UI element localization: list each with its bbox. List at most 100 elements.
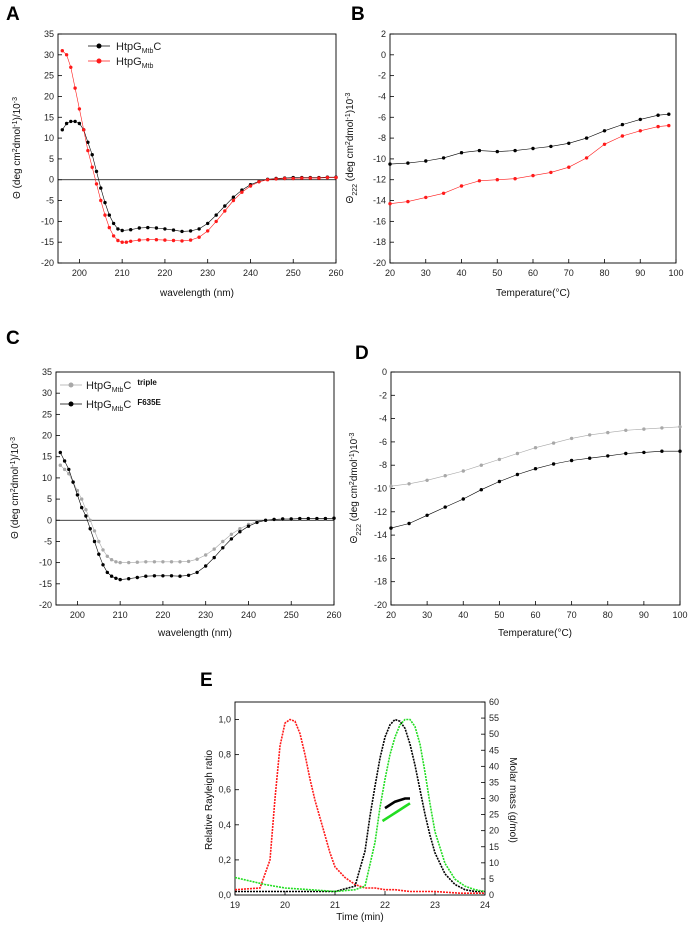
panel-e-y-right-tick-label: 30 — [489, 794, 499, 804]
panel-b-data-point — [424, 159, 428, 163]
panel-d-data-point — [678, 449, 682, 453]
panel-c-data-point — [204, 553, 208, 557]
panel-c-x-tick-label: 250 — [284, 610, 299, 620]
panel-a-data-point — [146, 225, 150, 230]
panel-a-y-tick-label: 10 — [44, 133, 54, 143]
panel-c-data-point — [127, 577, 131, 581]
panel-a-x-tick-label: 200 — [72, 268, 87, 278]
panel-c-data-point — [58, 463, 62, 467]
panel-c-data-point — [75, 493, 80, 497]
panel-a-data-point — [214, 213, 218, 217]
panel-c-data-point — [109, 574, 114, 578]
panel-d-data-point — [515, 472, 520, 477]
panel-a-data-point — [265, 178, 270, 182]
panel-c-legend: HtpGMtbC triple HtpGMtbC F635E — [60, 378, 162, 413]
panel-a-x-tick-label: 240 — [243, 268, 258, 278]
panel-d-x-tick-label: 80 — [603, 610, 613, 620]
panel-e-x-axis-label: Time (min) — [336, 912, 383, 923]
panel-d-data-point — [425, 478, 429, 482]
panel-a-data-point — [86, 140, 90, 144]
panel-b-data-point — [549, 170, 553, 175]
legend-label-htpg: HtpGMtb — [116, 56, 153, 70]
panel-d-x-axis-label: Temperature(°C) — [498, 628, 572, 639]
panel-c-data-point — [58, 450, 62, 455]
panel-e-y-tick-label: 0,6 — [218, 785, 231, 795]
panel-a-data-point — [214, 219, 218, 224]
panel-a-data-point — [180, 239, 184, 243]
panel-a-data-point — [73, 86, 77, 90]
panel-b-data-point — [620, 122, 625, 127]
panel-c-data-point — [195, 557, 199, 561]
panel-a-data-point — [103, 213, 107, 217]
panel-c-data-point — [118, 577, 122, 582]
panel-a-data-point — [64, 53, 69, 57]
panel-c-y-tick-label: -10 — [39, 558, 52, 568]
panel-a-data-point — [116, 238, 120, 243]
panel-d-data-point — [407, 521, 411, 526]
panel-a-data-point — [180, 229, 184, 234]
panel-b-data-point — [567, 165, 571, 169]
panel-e-series-green — [234, 718, 486, 893]
panel-a-data-point — [231, 195, 236, 199]
panel-c-data-point — [169, 574, 174, 578]
panel-c-x-tick-label: 210 — [113, 610, 128, 620]
panel-c-data-point — [221, 546, 225, 550]
panel-c-y-tick-label: 0 — [47, 515, 52, 525]
panel-d-data-point — [588, 456, 592, 460]
panel-d-data-point — [660, 426, 664, 430]
panel-a-data-point — [120, 228, 124, 233]
panel-a-y-tick-label: 30 — [44, 50, 54, 60]
panel-a-x-tick-label: 260 — [328, 268, 343, 278]
panel-e-x-ticks: 19 20 21 22 23 24 — [230, 891, 490, 910]
panel-c-x-axis-label: wavelength (nm) — [157, 628, 232, 639]
panel-b-y-tick-label: -6 — [378, 112, 386, 122]
panel-a-data-point — [223, 209, 227, 213]
panel-c-data-point — [161, 574, 165, 578]
panel-b-x-tick-label: 20 — [385, 268, 395, 278]
panel-d-y-tick-label: -14 — [374, 530, 387, 540]
panel-c-y-tick-label: 25 — [42, 409, 52, 419]
panel-d-data-point — [497, 479, 502, 484]
panel-e-x-tick-label: 20 — [280, 900, 290, 910]
panel-d-x-ticks: 20 30 40 50 60 70 80 90 100 — [386, 601, 688, 620]
panel-a-data-point — [90, 153, 94, 157]
panel-a-data-point — [69, 119, 73, 124]
panel-a-data-point — [69, 65, 73, 70]
panel-d-data-point — [479, 488, 483, 492]
panel-e-y-tick-label: 0,4 — [218, 820, 231, 830]
panel-e-x-tick-label: 23 — [430, 900, 440, 910]
legend-marker-triple — [68, 382, 74, 388]
panel-e-y-tick-label: 0,2 — [218, 855, 231, 865]
panel-d-data-point — [497, 457, 502, 462]
panel-a-data-point — [325, 175, 330, 180]
panel-a-x-ticks: 200 210 220 230 240 250 260 — [72, 259, 344, 278]
panel-d-series-line-0 — [390, 426, 681, 487]
panel-d-data-point — [461, 497, 465, 501]
panel-b-y-ticks: 2 0 -2 -4 -6 -8 -10 -12 -14 -16 -18 -20 — [373, 29, 394, 268]
panel-a-data-point — [120, 240, 124, 244]
panel-e-series-molar-green — [381, 802, 411, 823]
panel-c-data-point — [101, 548, 105, 552]
panel-c-data-point — [229, 537, 234, 541]
panel-e-x-tick-label: 24 — [480, 900, 490, 910]
panel-a-data-point — [283, 176, 287, 181]
panel-b-x-tick-label: 80 — [599, 268, 609, 278]
panel-c-y-tick-label: 30 — [42, 388, 52, 398]
panel-c-data-point — [97, 539, 101, 544]
panel-b-y-tick-label: -12 — [373, 175, 386, 185]
panel-b-x-tick-label: 50 — [492, 268, 502, 278]
panel-c-data-point — [80, 497, 84, 501]
panel-b-data-point — [638, 129, 642, 133]
panel-a-data-point — [111, 234, 116, 238]
panel-d-frame — [390, 371, 681, 606]
panel-b-y-tick-label: -14 — [373, 196, 386, 206]
panel-a-data-point — [171, 228, 176, 232]
panel-a-y-tick-label: 0 — [49, 175, 54, 185]
panel-c-y-axis-label: Θ (deg cm2dmol-1)/10-3 — [10, 437, 22, 539]
panel-a-x-tick-label: 210 — [115, 268, 130, 278]
panel-a-data-point — [334, 175, 338, 180]
panel-b-x-tick-label: 70 — [564, 268, 574, 278]
panel-a-data-point — [107, 213, 112, 217]
panel-label-b: B — [351, 4, 365, 25]
